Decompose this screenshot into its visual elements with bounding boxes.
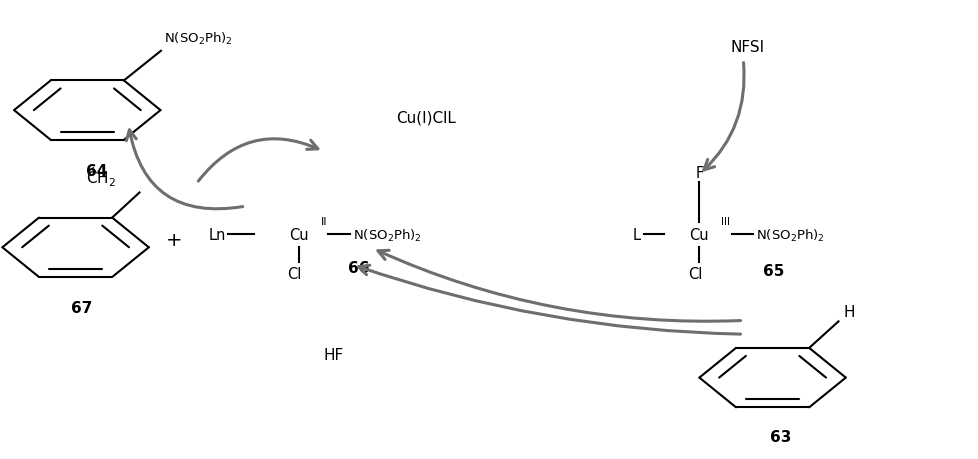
Text: Ln: Ln [208,228,226,242]
Text: Cl: Cl [288,266,301,281]
Text: II: II [320,216,327,226]
Text: $\dot{\rm C}$H$_2$: $\dot{\rm C}$H$_2$ [86,165,115,189]
Text: NFSI: NFSI [730,39,764,55]
Text: 64: 64 [86,163,108,178]
Text: III: III [720,216,730,226]
Text: Cl: Cl [687,266,701,281]
Text: N(SO$_2$Ph)$_2$: N(SO$_2$Ph)$_2$ [163,31,233,47]
Text: H: H [842,304,854,319]
Text: Cu: Cu [289,228,309,242]
Text: L: L [632,228,641,242]
Text: HF: HF [323,347,343,363]
Text: 65: 65 [762,263,783,278]
Text: N(SO$_2$Ph)$_2$: N(SO$_2$Ph)$_2$ [755,227,824,243]
Text: +: + [165,231,182,250]
Text: N(SO$_2$Ph)$_2$: N(SO$_2$Ph)$_2$ [352,227,422,243]
Text: Cu(I)ClL: Cu(I)ClL [396,110,456,125]
Text: 67: 67 [70,300,92,315]
Text: F: F [694,165,703,180]
Text: 63: 63 [769,429,790,444]
Text: 66: 66 [347,260,369,275]
Text: Cu: Cu [689,228,708,242]
